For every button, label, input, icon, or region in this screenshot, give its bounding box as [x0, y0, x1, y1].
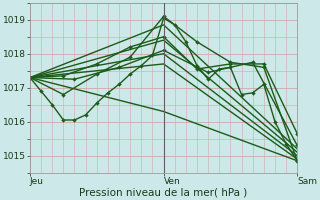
X-axis label: Pression niveau de la mer( hPa ): Pression niveau de la mer( hPa )	[79, 187, 248, 197]
